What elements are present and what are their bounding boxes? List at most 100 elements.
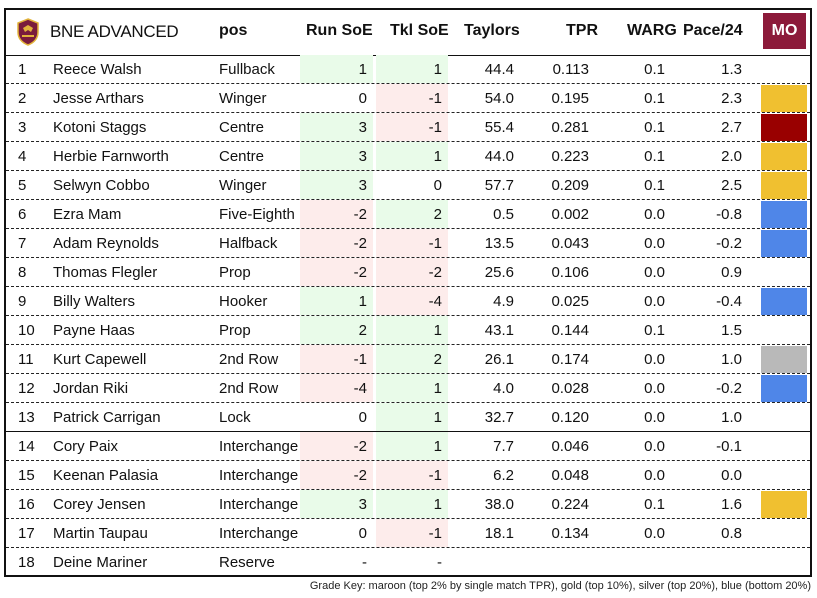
grade-swatch-gold <box>761 172 807 199</box>
pace-value: -0.2 <box>716 235 742 252</box>
player-name: Herbie Farnworth <box>53 148 169 165</box>
row-divider <box>6 199 810 200</box>
tkl-soe-shade <box>376 84 448 112</box>
pace-value: -0.1 <box>716 438 742 455</box>
tkl-soe-value: 1 <box>433 380 442 397</box>
taylors-value: 54.0 <box>484 90 514 107</box>
player-name: Martin Taupau <box>53 525 148 542</box>
taylors-value: 44.0 <box>484 148 514 165</box>
table-row: 1 Reece Walsh Fullback 1 1 44.4 0.113 0.1 1.3 <box>6 55 810 84</box>
row-divider <box>6 257 810 258</box>
run-soe-shade <box>300 490 373 518</box>
player-name: Kotoni Staggs <box>53 119 147 136</box>
tpr-value: 0.106 <box>551 264 589 281</box>
row-number: 10 <box>18 322 35 339</box>
row-divider <box>6 170 810 171</box>
col-header-pace: Pace/24 <box>683 22 743 39</box>
player-position: Hooker <box>219 293 268 310</box>
row-divider <box>6 315 810 316</box>
player-name: Jordan Riki <box>53 380 129 397</box>
tpr-value: 0.195 <box>551 90 589 107</box>
player-name: Thomas Flegler <box>53 264 158 281</box>
tkl-soe-shade <box>376 287 448 315</box>
taylors-value: 25.6 <box>484 264 514 281</box>
row-number: 9 <box>18 293 27 310</box>
row-divider <box>6 402 810 403</box>
tpr-value <box>520 548 589 577</box>
table-row: 17 Martin Taupau Interchange 0 -1 18.1 0.134 0.… <box>6 519 810 548</box>
run-soe-shade <box>300 287 373 315</box>
row-divider <box>6 112 810 113</box>
tpr-value: 0.028 <box>551 380 589 397</box>
pace-value <box>671 548 742 577</box>
pace-value: 0.9 <box>721 264 742 281</box>
col-header-pos: pos <box>219 22 248 39</box>
row-number: 3 <box>18 119 27 136</box>
row-number: 7 <box>18 235 27 252</box>
tkl-soe-shade <box>376 258 448 286</box>
row-number: 5 <box>18 177 27 194</box>
taylors-value: 44.4 <box>484 61 514 78</box>
player-position: Prop <box>219 264 251 281</box>
tkl-soe-value: -1 <box>428 90 442 107</box>
tkl-soe-value: 1 <box>433 438 442 455</box>
taylors-value <box>448 548 514 577</box>
pace-value: 1.6 <box>721 496 742 513</box>
player-position: Winger <box>219 90 267 107</box>
run-soe-shade <box>300 374 373 402</box>
row-number: 1 <box>18 61 27 78</box>
row-number: 6 <box>18 206 27 223</box>
row-number: 2 <box>18 90 27 107</box>
col-header-taylors: Taylors <box>464 22 520 39</box>
player-name: Kurt Capewell <box>53 351 147 368</box>
run-soe-value: 3 <box>358 148 367 165</box>
row-number: 15 <box>18 467 35 484</box>
table-row: 9 Billy Walters Hooker 1 -4 4.9 0.025 0.0 -0.4 <box>6 287 810 316</box>
warg-value: 0.1 <box>644 177 665 194</box>
grade-swatch-blue <box>761 201 807 228</box>
player-name: Ezra Mam <box>53 206 122 223</box>
taylors-value: 38.0 <box>484 496 514 513</box>
row-number: 11 <box>18 351 34 368</box>
tkl-soe-shade <box>376 461 448 489</box>
grade-key: Grade Key: maroon (top 2% by single matc… <box>309 580 811 592</box>
taylors-value: 55.4 <box>484 119 514 136</box>
run-soe-value: 0 <box>358 525 367 542</box>
pace-value: 1.5 <box>721 322 742 339</box>
tpr-value: 0.113 <box>552 61 589 78</box>
row-number: 16 <box>18 496 35 513</box>
tkl-soe-value: - <box>437 554 442 571</box>
row-number: 12 <box>18 380 35 397</box>
grade-swatch-gold <box>761 491 807 518</box>
table-row: 18 Deine Mariner Reserve - - <box>6 548 810 577</box>
player-position: 2nd Row <box>219 380 279 397</box>
player-name: Payne Haas <box>53 322 135 339</box>
taylors-value: 18.1 <box>484 525 514 542</box>
run-soe-value: 3 <box>358 496 367 513</box>
run-soe-shade <box>300 432 373 460</box>
row-divider <box>6 373 810 374</box>
run-soe-value: -2 <box>353 264 367 281</box>
warg-value: 0.1 <box>644 119 665 136</box>
warg-value: 0.0 <box>644 264 665 281</box>
run-soe-shade <box>300 171 373 199</box>
run-soe-value: 1 <box>358 293 367 310</box>
tkl-soe-value: 2 <box>433 206 442 223</box>
run-soe-shade <box>300 461 373 489</box>
team-title: BNE ADVANCED <box>50 22 179 41</box>
row-divider <box>6 431 810 432</box>
tkl-soe-value: 1 <box>433 148 442 165</box>
row-divider <box>6 286 810 287</box>
row-divider <box>6 141 810 142</box>
player-position: Reserve <box>219 554 275 571</box>
taylors-value: 57.7 <box>484 177 514 194</box>
grade-swatch-blue <box>761 375 807 402</box>
player-position: 2nd Row <box>219 351 279 368</box>
player-position: Centre <box>219 148 265 165</box>
warg-value: 0.0 <box>644 409 665 426</box>
warg-value: 0.0 <box>644 380 665 397</box>
taylors-value: 26.1 <box>484 351 514 368</box>
table-row: 11 Kurt Capewell 2nd Row -1 2 26.1 0.174 0.0 1.0 <box>6 345 810 374</box>
taylors-value: 32.7 <box>484 409 514 426</box>
table-row: 10 Payne Haas Prop 2 1 43.1 0.144 0.1 1.5 <box>6 316 810 345</box>
